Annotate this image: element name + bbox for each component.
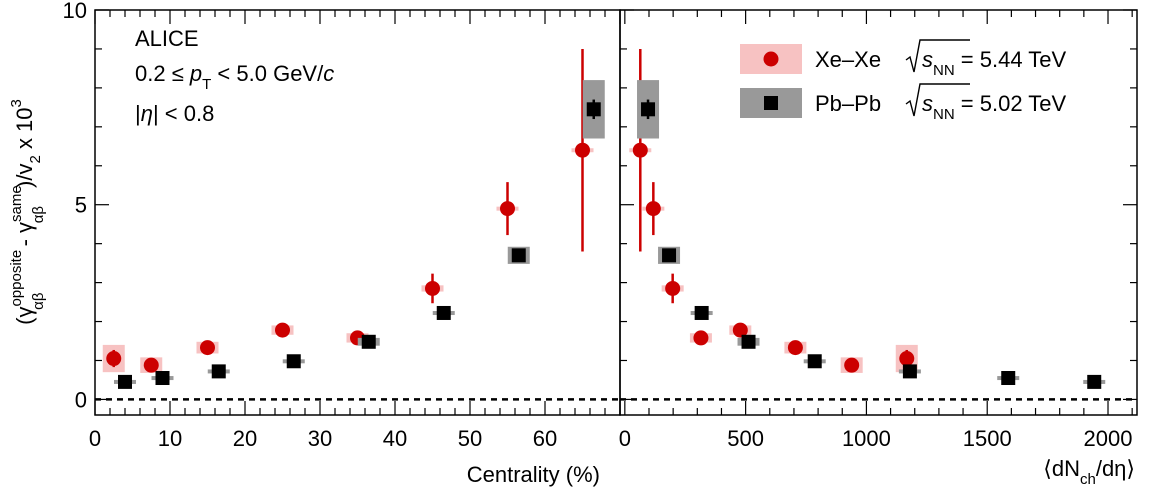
legend-pbpb-marker xyxy=(764,96,778,110)
x-tick-label: 40 xyxy=(383,426,407,451)
pt-sub: T xyxy=(202,76,211,93)
left-panel: 0 10 20 30 40 50 60 0 5 10 xyxy=(63,0,621,451)
y-axis-title-exp: 3 xyxy=(8,99,25,107)
pbpb-data-point xyxy=(511,248,526,263)
pbpb-data-point xyxy=(641,102,656,117)
pt-range-label: 0.2 ≤ pT < 5.0 GeV/c xyxy=(135,61,334,93)
pbpb-data-point xyxy=(1087,374,1102,389)
xexe-data-point xyxy=(693,330,709,346)
legend-xexe-nn: NN xyxy=(933,62,955,79)
experiment-label: ALICE xyxy=(135,26,199,51)
xexe-data-point xyxy=(787,340,803,356)
y-axis-title-minus: - γ xyxy=(12,222,37,253)
legend-xexe-sqrt-sign xyxy=(905,39,970,73)
xexe-data-point xyxy=(275,322,290,338)
right-panel: 0 500 1000 1500 2000 xyxy=(619,9,1137,451)
pbpb-data-point xyxy=(361,334,376,349)
legend: Xe–Xe sNN = 5.44 TeV Pb–Pb sNN = 5.02 Te… xyxy=(740,39,1067,123)
pbpb-data-point xyxy=(1001,371,1016,386)
x-axis-title-right-open: ⟨dN xyxy=(1043,456,1080,481)
y-axis-title-sup2: same xyxy=(8,185,25,222)
eta-cut-open: | xyxy=(135,101,141,126)
xexe-data-point xyxy=(143,357,159,373)
pbpb-data-point xyxy=(662,248,677,263)
x-tick-label: 2000 xyxy=(1084,426,1133,451)
y-axis-title-open: (γ xyxy=(12,307,37,325)
xexe-data-point xyxy=(575,142,590,158)
legend-pbpb-sqrt-sign xyxy=(905,83,970,117)
right-panel-frame xyxy=(619,9,1138,416)
y-axis-title-sup1: opposite xyxy=(8,250,25,307)
x-axis-title-left: Centrality (%) xyxy=(467,462,600,487)
x-tick-label: 20 xyxy=(233,426,257,451)
x-axis-title-right-sub: ch xyxy=(1080,471,1096,488)
x-tick-label: 50 xyxy=(458,426,482,451)
xexe-data-point xyxy=(106,351,122,367)
pbpb-data-point xyxy=(211,364,226,379)
xexe-data-point xyxy=(899,351,915,367)
y-axis-title-sub1: αβ xyxy=(30,292,47,310)
xexe-data-point xyxy=(732,322,748,338)
pbpb-data-point xyxy=(741,334,756,349)
xexe-data-point xyxy=(200,340,215,356)
y-axis-title-close: )/v xyxy=(12,164,37,188)
legend-pbpb-name: Pb–Pb xyxy=(815,91,881,116)
pt-range-suffix: < 5.0 GeV/ xyxy=(211,61,324,86)
y-axis-title-sub2: αβ xyxy=(30,206,47,224)
xexe-data-point xyxy=(665,280,681,296)
xexe-data-point xyxy=(425,280,440,296)
pbpb-data-point xyxy=(694,305,709,320)
legend-xexe-name: Xe–Xe xyxy=(815,47,881,72)
xexe-data-point xyxy=(500,201,515,217)
x-tick-label: 0 xyxy=(89,426,101,451)
legend-pbpb-nn: NN xyxy=(933,106,955,123)
xexe-data-point xyxy=(844,357,860,373)
x-tick-label: 1000 xyxy=(842,426,891,451)
x-tick-label: 10 xyxy=(158,426,182,451)
x-tick-label: 500 xyxy=(727,426,764,451)
legend-pbpb-label: Pb–Pb xyxy=(815,91,881,116)
legend-xexe-energy: sNN = 5.44 TeV xyxy=(922,47,1067,79)
x-axis-title-right-close: /dη⟩ xyxy=(1096,456,1135,481)
legend-xexe-s: s xyxy=(922,47,933,72)
legend-pbpb-value: = 5.02 TeV xyxy=(955,91,1067,116)
eta-cut-label: |η| < 0.8 xyxy=(135,101,214,126)
pbpb-data-point xyxy=(118,374,132,389)
legend-xexe-label: Xe–Xe xyxy=(815,47,881,72)
y-tick-label: 5 xyxy=(75,193,87,218)
x-axis-title-right: ⟨dNch/dη⟩ xyxy=(1043,456,1135,488)
pbpb-data-point xyxy=(436,305,451,320)
legend-pbpb-s: s xyxy=(922,91,933,116)
pbpb-data-point xyxy=(155,371,170,386)
pt-symbol: p xyxy=(189,61,202,86)
legend-xexe-value: = 5.44 TeV xyxy=(955,47,1067,72)
legend-xexe-marker xyxy=(763,51,779,67)
pbpb-data-point xyxy=(286,354,301,369)
pbpb-data-point xyxy=(586,102,601,117)
y-axis-title-v2sub: 2 xyxy=(27,155,44,163)
x-tick-label: 1500 xyxy=(963,426,1012,451)
pt-unit-c: c xyxy=(323,61,334,86)
eta-symbol: η xyxy=(141,101,153,126)
x-tick-label: 60 xyxy=(533,426,557,451)
eta-cut-close: | < 0.8 xyxy=(153,101,214,126)
x-tick-label: 0 xyxy=(619,426,631,451)
legend-pbpb-energy: sNN = 5.02 TeV xyxy=(922,91,1067,123)
pbpb-data-point xyxy=(902,364,917,379)
xexe-data-point xyxy=(632,142,648,158)
pt-range-prefix: 0.2 ≤ xyxy=(135,61,190,86)
pbpb-data-point xyxy=(807,354,822,369)
x-tick-label: 30 xyxy=(308,426,332,451)
y-tick-label: 0 xyxy=(75,387,87,412)
y-axis-title: (γopposite αβ - γsame αβ)/v2 x 103 xyxy=(8,99,47,325)
y-tick-label: 10 xyxy=(63,0,87,23)
xexe-data-point xyxy=(645,201,661,217)
y-axis-title-times: x 10 xyxy=(12,107,37,155)
